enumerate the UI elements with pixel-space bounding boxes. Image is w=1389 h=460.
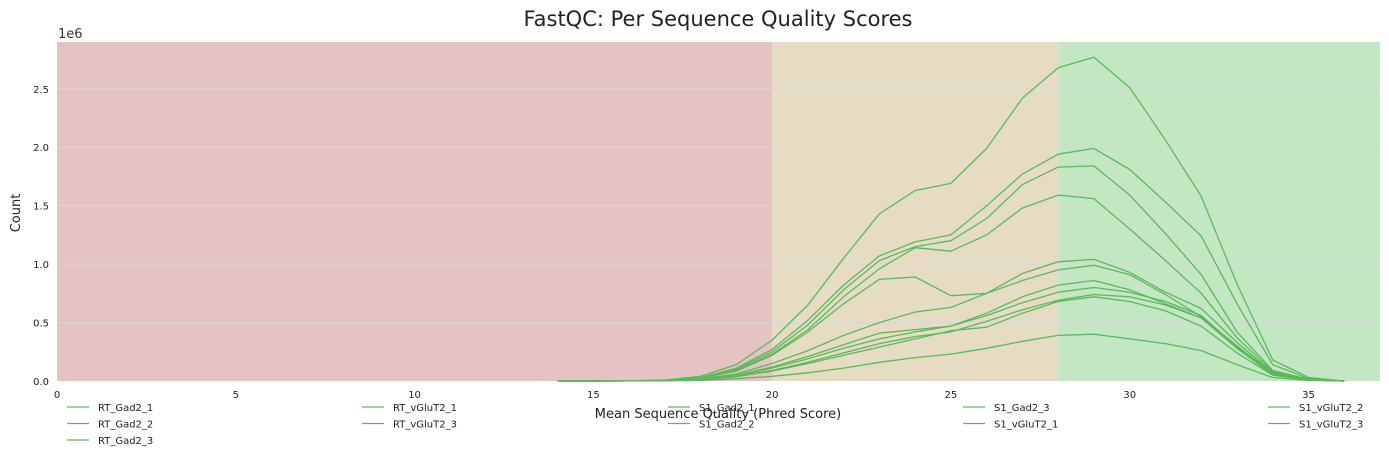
legend-label: S1_vGluT2_1 bbox=[994, 420, 1058, 431]
series-lines bbox=[557, 56, 1345, 382]
y-tick-label: 1.5 bbox=[33, 202, 49, 213]
x-tick-label: 0 bbox=[54, 390, 60, 401]
y-tick-label: 0.0 bbox=[33, 377, 49, 388]
legend-label: S1_Gad2_1 bbox=[699, 403, 755, 414]
legend-label: RT_vGluT2_3 bbox=[393, 420, 457, 431]
legend-item: S1_vGluT2_1 bbox=[963, 420, 1058, 431]
legend-item: RT_vGluT2_1 bbox=[362, 403, 457, 414]
legend: RT_Gad2_1 RT_Gad2_2 RT_Gad2_3 RT_vGluT2_1 RT… bbox=[67, 403, 1363, 447]
x-tick-label: 15 bbox=[587, 390, 600, 401]
series-line-RT_Gad2_1 bbox=[557, 56, 1345, 382]
legend-label: RT_Gad2_1 bbox=[98, 403, 153, 414]
y-tick-label: 0.5 bbox=[33, 319, 49, 330]
legend-item: S1_vGluT2_3 bbox=[1268, 420, 1363, 431]
legend-label: S1_Gad2_2 bbox=[699, 420, 755, 431]
x-axis-label: Mean Sequence Quality (Phred Score) bbox=[595, 407, 841, 422]
x-tick-label: 5 bbox=[233, 390, 239, 401]
gridlines bbox=[57, 88, 1380, 324]
legend-item: S1_vGluT2_2 bbox=[1268, 403, 1363, 414]
y-axis-label: Count bbox=[9, 194, 24, 233]
legend-item: RT_Gad2_1 bbox=[67, 403, 153, 414]
zone-3 bbox=[1058, 42, 1380, 381]
legend-label: S1_Gad2_3 bbox=[994, 403, 1050, 414]
legend-label: RT_Gad2_2 bbox=[98, 420, 153, 431]
legend-item: S1_Gad2_3 bbox=[963, 403, 1050, 414]
y-tick-label: 2.0 bbox=[33, 143, 49, 154]
quality-zones bbox=[57, 42, 1380, 381]
zone-2 bbox=[772, 42, 1059, 381]
x-tick-label: 25 bbox=[945, 390, 958, 401]
legend-label: S1_vGluT2_3 bbox=[1299, 420, 1363, 431]
x-tick-label: 30 bbox=[1123, 390, 1136, 401]
y-tick-label: 2.5 bbox=[33, 85, 49, 96]
chart-title: FastQC: Per Sequence Quality Scores bbox=[523, 7, 912, 31]
y-tick-label: 1.0 bbox=[33, 260, 49, 271]
zone-1 bbox=[57, 42, 773, 381]
y-axis-ticks: 0.0 0.5 1.0 1.5 2.0 2.5 bbox=[33, 85, 49, 388]
legend-label: RT_Gad2_3 bbox=[98, 436, 153, 447]
legend-label: S1_vGluT2_2 bbox=[1299, 403, 1363, 414]
legend-label: RT_vGluT2_1 bbox=[393, 403, 457, 414]
legend-item: RT_Gad2_2 bbox=[67, 420, 153, 431]
legend-item: RT_vGluT2_3 bbox=[362, 420, 457, 431]
legend-item: S1_Gad2_2 bbox=[668, 420, 755, 431]
x-tick-label: 35 bbox=[1302, 390, 1315, 401]
y-offset-label: 1e6 bbox=[58, 27, 83, 42]
x-tick-label: 20 bbox=[766, 390, 779, 401]
legend-item: RT_Gad2_3 bbox=[67, 436, 153, 447]
x-axis-ticks: 0 5 10 15 20 25 30 35 bbox=[54, 390, 1315, 401]
series-line-S1_vGluT2_3 bbox=[557, 333, 1345, 382]
legend-item: S1_Gad2_1 bbox=[668, 403, 755, 414]
x-tick-label: 10 bbox=[408, 390, 421, 401]
